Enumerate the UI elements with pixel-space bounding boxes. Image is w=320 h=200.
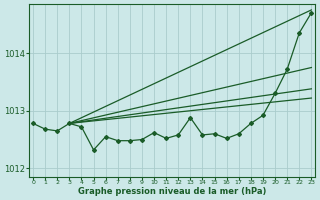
X-axis label: Graphe pression niveau de la mer (hPa): Graphe pression niveau de la mer (hPa) [78,187,267,196]
